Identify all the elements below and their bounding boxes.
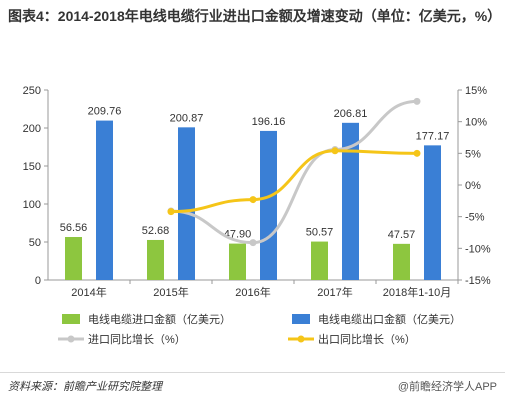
source-note: 资料来源：前瞻产业研究院整理 bbox=[8, 381, 162, 393]
export-growth-line bbox=[170, 149, 418, 214]
export-growth-line-point bbox=[413, 149, 421, 157]
bar-value-label: 52.68 bbox=[142, 225, 170, 237]
bar-value-label: 50.57 bbox=[306, 227, 334, 239]
bar-import bbox=[311, 241, 328, 280]
legend-label: 电线电缆进口金额（亿美元） bbox=[88, 312, 231, 326]
legend-marker bbox=[297, 335, 305, 343]
y-left-tick-label: 250 bbox=[23, 85, 41, 97]
y-left-tick-label: 0 bbox=[35, 275, 41, 287]
footer-divider bbox=[0, 372, 505, 373]
y-left-tick-label: 50 bbox=[29, 237, 41, 249]
x-tick-label: 2016年 bbox=[235, 285, 270, 299]
bar-export bbox=[178, 127, 195, 280]
y-right-tick-label: -5% bbox=[465, 212, 485, 224]
import-growth-line-point bbox=[249, 239, 257, 247]
legend-swatch bbox=[62, 314, 80, 324]
legend-label: 电线电缆出口金额（亿美元） bbox=[318, 312, 461, 326]
bar-import bbox=[147, 239, 164, 280]
y-left-tick-label: 100 bbox=[23, 199, 41, 211]
import-growth-line-point bbox=[413, 97, 421, 105]
bar-value-label: 56.56 bbox=[60, 222, 88, 234]
legend-swatch bbox=[292, 314, 310, 324]
x-tick-label: 2014年 bbox=[71, 285, 106, 299]
x-tick-label: 2017年 bbox=[317, 285, 352, 299]
watermark: @前瞻经济学人APP bbox=[397, 381, 497, 393]
legend-marker bbox=[67, 335, 75, 343]
x-tick-label: 2015年 bbox=[153, 285, 188, 299]
y-right-tick-label: 0% bbox=[465, 180, 481, 192]
bar-export bbox=[260, 130, 277, 280]
export-growth-line-point bbox=[331, 147, 339, 155]
bar-value-label: 47.57 bbox=[388, 229, 416, 241]
bar-export bbox=[424, 145, 441, 280]
legend-label: 进口同比增长（%） bbox=[88, 332, 186, 346]
y-right-tick-label: 5% bbox=[465, 148, 481, 160]
bar-value-label: 200.87 bbox=[170, 112, 204, 124]
bar-value-label: 196.16 bbox=[252, 116, 286, 128]
import-growth-line bbox=[170, 99, 418, 245]
y-left-tick-label: 200 bbox=[23, 123, 41, 135]
x-tick-label: 2018年1-10月 bbox=[383, 285, 452, 299]
y-right-tick-label: -10% bbox=[465, 243, 491, 255]
legend-label: 出口同比增长（%） bbox=[318, 332, 416, 346]
bar-value-label: 209.76 bbox=[88, 106, 122, 118]
chart-title: 图表4：2014-2018年电线电缆行业进出口金额及增速变动（单位：亿美元，%） bbox=[8, 8, 502, 24]
bar-value-label: 177.17 bbox=[416, 130, 450, 142]
bar-import bbox=[393, 243, 410, 280]
bar-import bbox=[229, 243, 246, 280]
y-left-tick-label: 150 bbox=[23, 161, 41, 173]
bar-export bbox=[342, 122, 359, 280]
y-right-tick-label: 10% bbox=[465, 117, 487, 129]
y-right-tick-label: -15% bbox=[465, 275, 491, 287]
y-right-tick-label: 15% bbox=[465, 85, 487, 97]
bar-export bbox=[96, 120, 113, 280]
export-growth-line-point bbox=[167, 208, 175, 216]
bar-value-label: 206.81 bbox=[334, 108, 368, 120]
bar-import bbox=[65, 237, 82, 280]
export-growth-line-point bbox=[249, 196, 257, 204]
